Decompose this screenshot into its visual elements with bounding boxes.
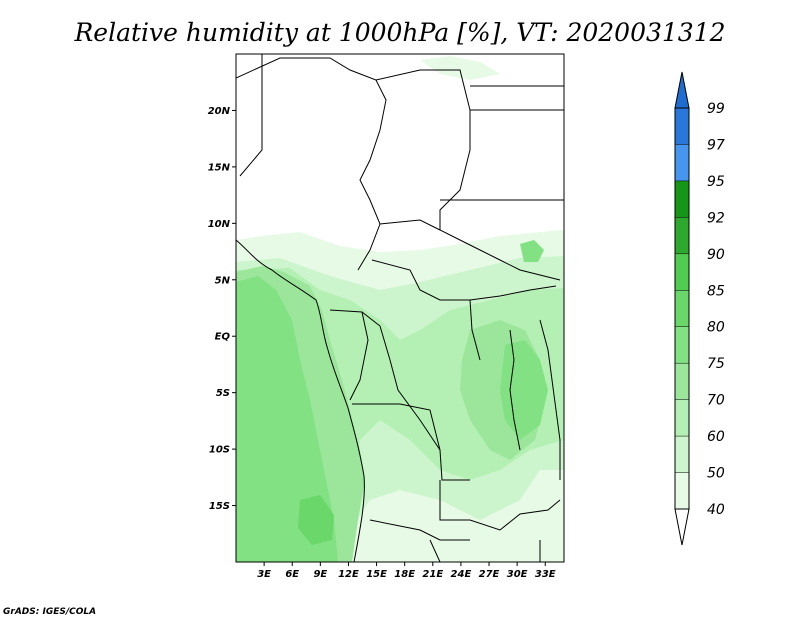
colorbar-tick-label: 50	[707, 466, 725, 482]
colorbar-segment	[675, 290, 689, 327]
colorbar-segment	[675, 472, 689, 509]
humidity-region-80	[236, 276, 338, 562]
colorbar-segment	[675, 180, 689, 218]
humidity-patch-north	[420, 56, 500, 80]
humidity-patch-rift	[500, 340, 548, 440]
figure-title: Relative humidity at 1000hPa [%], VT: 20…	[73, 18, 725, 47]
humidity-patch-sw	[298, 495, 334, 545]
lon-tick-label: 3E	[257, 569, 271, 580]
grads-credit: GrADS: IGES/COLA	[3, 607, 96, 617]
colorbar-tick-label: 75	[707, 356, 725, 372]
lat-tick-label: 10S	[209, 445, 230, 456]
colorbar-tick-label: 97	[707, 137, 725, 153]
lat-tick-label: 20N	[208, 106, 231, 117]
lon-tick-label: 6E	[285, 569, 299, 580]
colorbar-tick-label: 95	[707, 174, 725, 190]
colorbar-segment	[675, 217, 689, 254]
colorbar-tick-label: 92	[707, 210, 725, 226]
colorbar-tick-label: 85	[707, 283, 725, 299]
colorbar-segment	[675, 436, 689, 473]
colorbar-segment	[674, 508, 690, 546]
map-frame	[235, 53, 565, 563]
colorbar-tick-label: 99	[707, 101, 725, 117]
lon-tick-label: 27E	[479, 569, 500, 580]
lat-tick-label: 10N	[208, 219, 231, 230]
lon-tick-label: 9E	[313, 569, 327, 580]
lon-tick-label: 15E	[366, 569, 387, 580]
latitude-axis: 20N 15N 10N 5N EQ 5S 10S 15S	[208, 106, 236, 512]
colorbar-tick-label: 80	[707, 320, 725, 336]
colorbar-tick-label: 90	[707, 247, 725, 263]
lon-tick-label: 21E	[422, 569, 443, 580]
colorbar-segment	[675, 253, 689, 291]
colorbar-tick-label: 40	[707, 502, 725, 518]
lon-tick-label: 12E	[338, 569, 359, 580]
colorbar-segment	[675, 363, 689, 400]
colorbar-segment	[675, 399, 689, 437]
colorbar-segment	[675, 326, 689, 364]
colorbar: 40 50 60 70 75 80 85 90 92 95 97 99	[674, 71, 725, 546]
lat-tick-label: EQ	[215, 332, 231, 343]
lat-tick-label: 5N	[215, 275, 231, 286]
country-boundaries	[236, 54, 564, 562]
lat-tick-label: 15S	[209, 501, 230, 512]
lat-tick-label: 15N	[208, 162, 231, 173]
colorbar-segment	[674, 71, 690, 109]
colorbar-segment	[675, 144, 689, 181]
lon-tick-label: 18E	[394, 569, 415, 580]
humidity-patch-ne	[520, 240, 544, 262]
humidity-field	[236, 56, 564, 562]
colorbar-tick-label: 60	[707, 429, 725, 445]
map-panel: 20N 15N 10N 5N EQ 5S 10S 15S 3E 6E 9E 12E 15E 18E 21E…	[208, 53, 565, 580]
colorbar-segment	[675, 108, 689, 145]
lon-tick-label: 24E	[451, 569, 472, 580]
lat-tick-label: 5S	[216, 388, 230, 399]
lon-tick-label: 30E	[507, 569, 528, 580]
colorbar-tick-label: 70	[707, 393, 725, 409]
lon-tick-label: 33E	[535, 569, 556, 580]
longitude-axis: 3E 6E 9E 12E 15E 18E 21E 24E 27E 30E 33E	[257, 562, 556, 580]
